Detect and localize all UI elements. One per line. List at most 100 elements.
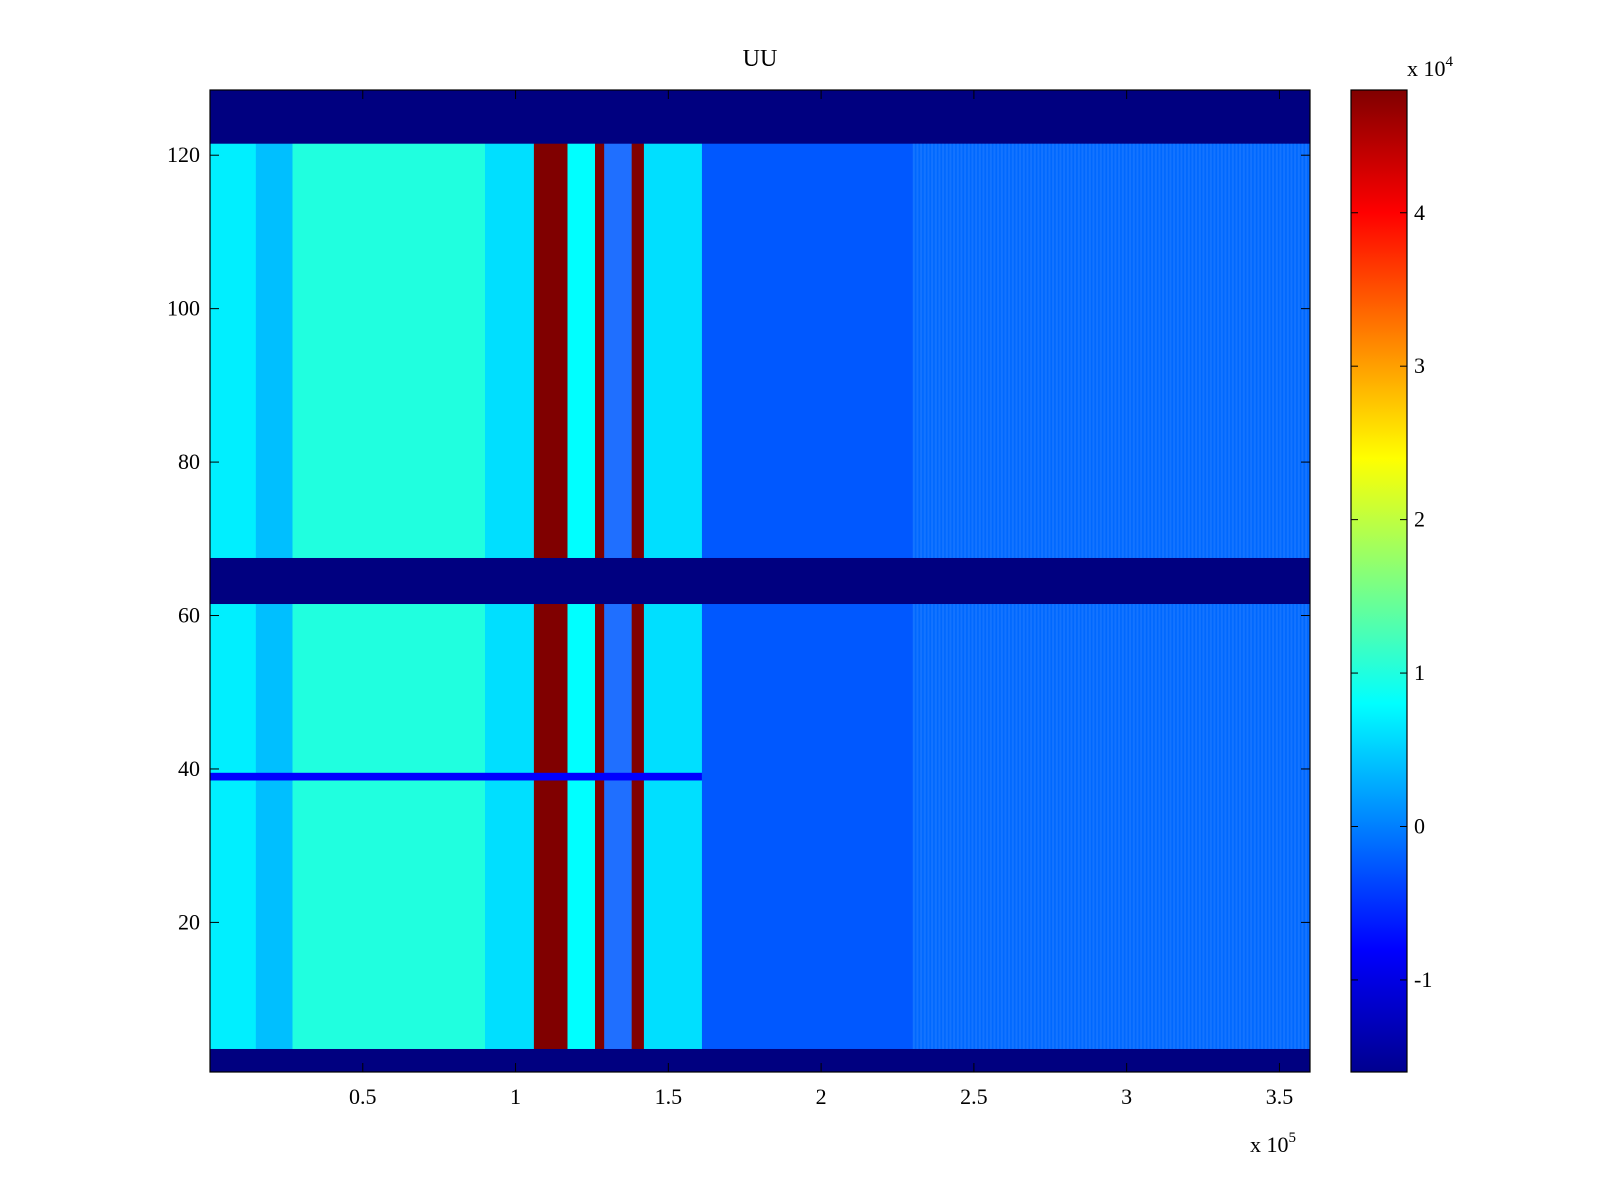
stripe (1052, 143, 1055, 558)
stripe (956, 604, 959, 1049)
stripe (1286, 143, 1289, 558)
stripe (1033, 604, 1036, 1049)
stripe (1169, 604, 1172, 1049)
stripe (1022, 604, 1025, 1049)
stripe (1257, 604, 1260, 1049)
stripe (1052, 604, 1055, 1049)
stripe (1217, 604, 1220, 1049)
stripe (1279, 604, 1282, 1049)
x-axis-multiplier-exponent: 5 (1289, 1130, 1297, 1146)
stripe (1059, 604, 1062, 1049)
stripe (1264, 604, 1267, 1049)
stripe (964, 604, 967, 1049)
stripe (1239, 143, 1242, 558)
stripe (1114, 143, 1117, 558)
plot-area (210, 90, 1310, 1072)
stripe (1206, 143, 1209, 558)
stripe (1305, 604, 1308, 1049)
stripe (1037, 143, 1040, 558)
stripe (1092, 143, 1095, 558)
stripe (1228, 604, 1231, 1049)
stripe (1151, 143, 1154, 558)
stripe (953, 604, 956, 1049)
stripe (1147, 604, 1150, 1049)
stripe (1110, 143, 1113, 558)
stripe (1198, 143, 1201, 558)
stripe (1015, 143, 1018, 558)
stripe (1033, 143, 1036, 558)
stripe (1213, 604, 1216, 1049)
stripe (1015, 604, 1018, 1049)
stripe (1169, 143, 1172, 558)
stripe (1019, 604, 1022, 1049)
colorbar-tick-label: 2 (1414, 507, 1425, 532)
stripe (1242, 604, 1245, 1049)
stripe (997, 143, 1000, 558)
stripe (1136, 604, 1139, 1049)
stripe (997, 604, 1000, 1049)
stripe (1246, 604, 1249, 1049)
stripe (1022, 143, 1025, 558)
stripe (1224, 604, 1227, 1049)
stripe (1055, 143, 1058, 558)
stripe (1187, 143, 1190, 558)
x-axis-multiplier: x 105 (1250, 1130, 1296, 1157)
stripe (920, 143, 923, 558)
chart-title: UU (743, 46, 778, 72)
stripe (975, 143, 978, 558)
stripe (945, 604, 948, 1049)
stripe (1162, 143, 1165, 558)
y-tick-label: 80 (178, 449, 200, 474)
stripe (986, 143, 989, 558)
stripe (1077, 143, 1080, 558)
stripe (1162, 604, 1165, 1049)
stripe (1070, 604, 1073, 1049)
stripe (1272, 604, 1275, 1049)
stripe (1173, 604, 1176, 1049)
stripe (1129, 143, 1132, 558)
stripe (1228, 143, 1231, 558)
stripe (1198, 604, 1201, 1049)
stripe (1118, 143, 1121, 558)
stripe (1176, 143, 1179, 558)
stripe (993, 604, 996, 1049)
stripe (1224, 143, 1227, 558)
stripe (1250, 604, 1253, 1049)
stripe (1209, 604, 1212, 1049)
x-tick-label: 3.5 (1266, 1084, 1294, 1109)
stripe (1107, 604, 1110, 1049)
stripe (1239, 604, 1242, 1049)
colorbar-multiplier-exponent: 4 (1446, 54, 1454, 70)
minimum-row-band (210, 1048, 1310, 1072)
stripe (1099, 604, 1102, 1049)
stripe (1231, 143, 1234, 558)
stripe (1253, 143, 1256, 558)
stripe (1092, 604, 1095, 1049)
stripe (1000, 143, 1003, 558)
stripe (927, 143, 930, 558)
x-tick-label: 2 (816, 1084, 827, 1109)
stripe (934, 143, 937, 558)
stripe (1085, 143, 1088, 558)
y-tick-label: 20 (178, 909, 200, 934)
stripe (956, 143, 959, 558)
stripe (1261, 143, 1264, 558)
stripe (1103, 604, 1106, 1049)
stripe (1103, 143, 1106, 558)
stripe (960, 143, 963, 558)
stripe (1187, 604, 1190, 1049)
stripe (1308, 604, 1310, 1049)
stripe (1081, 604, 1084, 1049)
stripe (1129, 604, 1132, 1049)
y-tick-label: 60 (178, 603, 200, 628)
stripe (916, 604, 919, 1049)
y-tick-label: 40 (178, 756, 200, 781)
x-tick-label: 3 (1121, 1084, 1132, 1109)
stripe (1074, 604, 1077, 1049)
stripe (1301, 604, 1304, 1049)
stripe (1297, 604, 1300, 1049)
stripe (1085, 604, 1088, 1049)
stripe (1231, 604, 1234, 1049)
stripe (1004, 143, 1007, 558)
stripe (1206, 604, 1209, 1049)
